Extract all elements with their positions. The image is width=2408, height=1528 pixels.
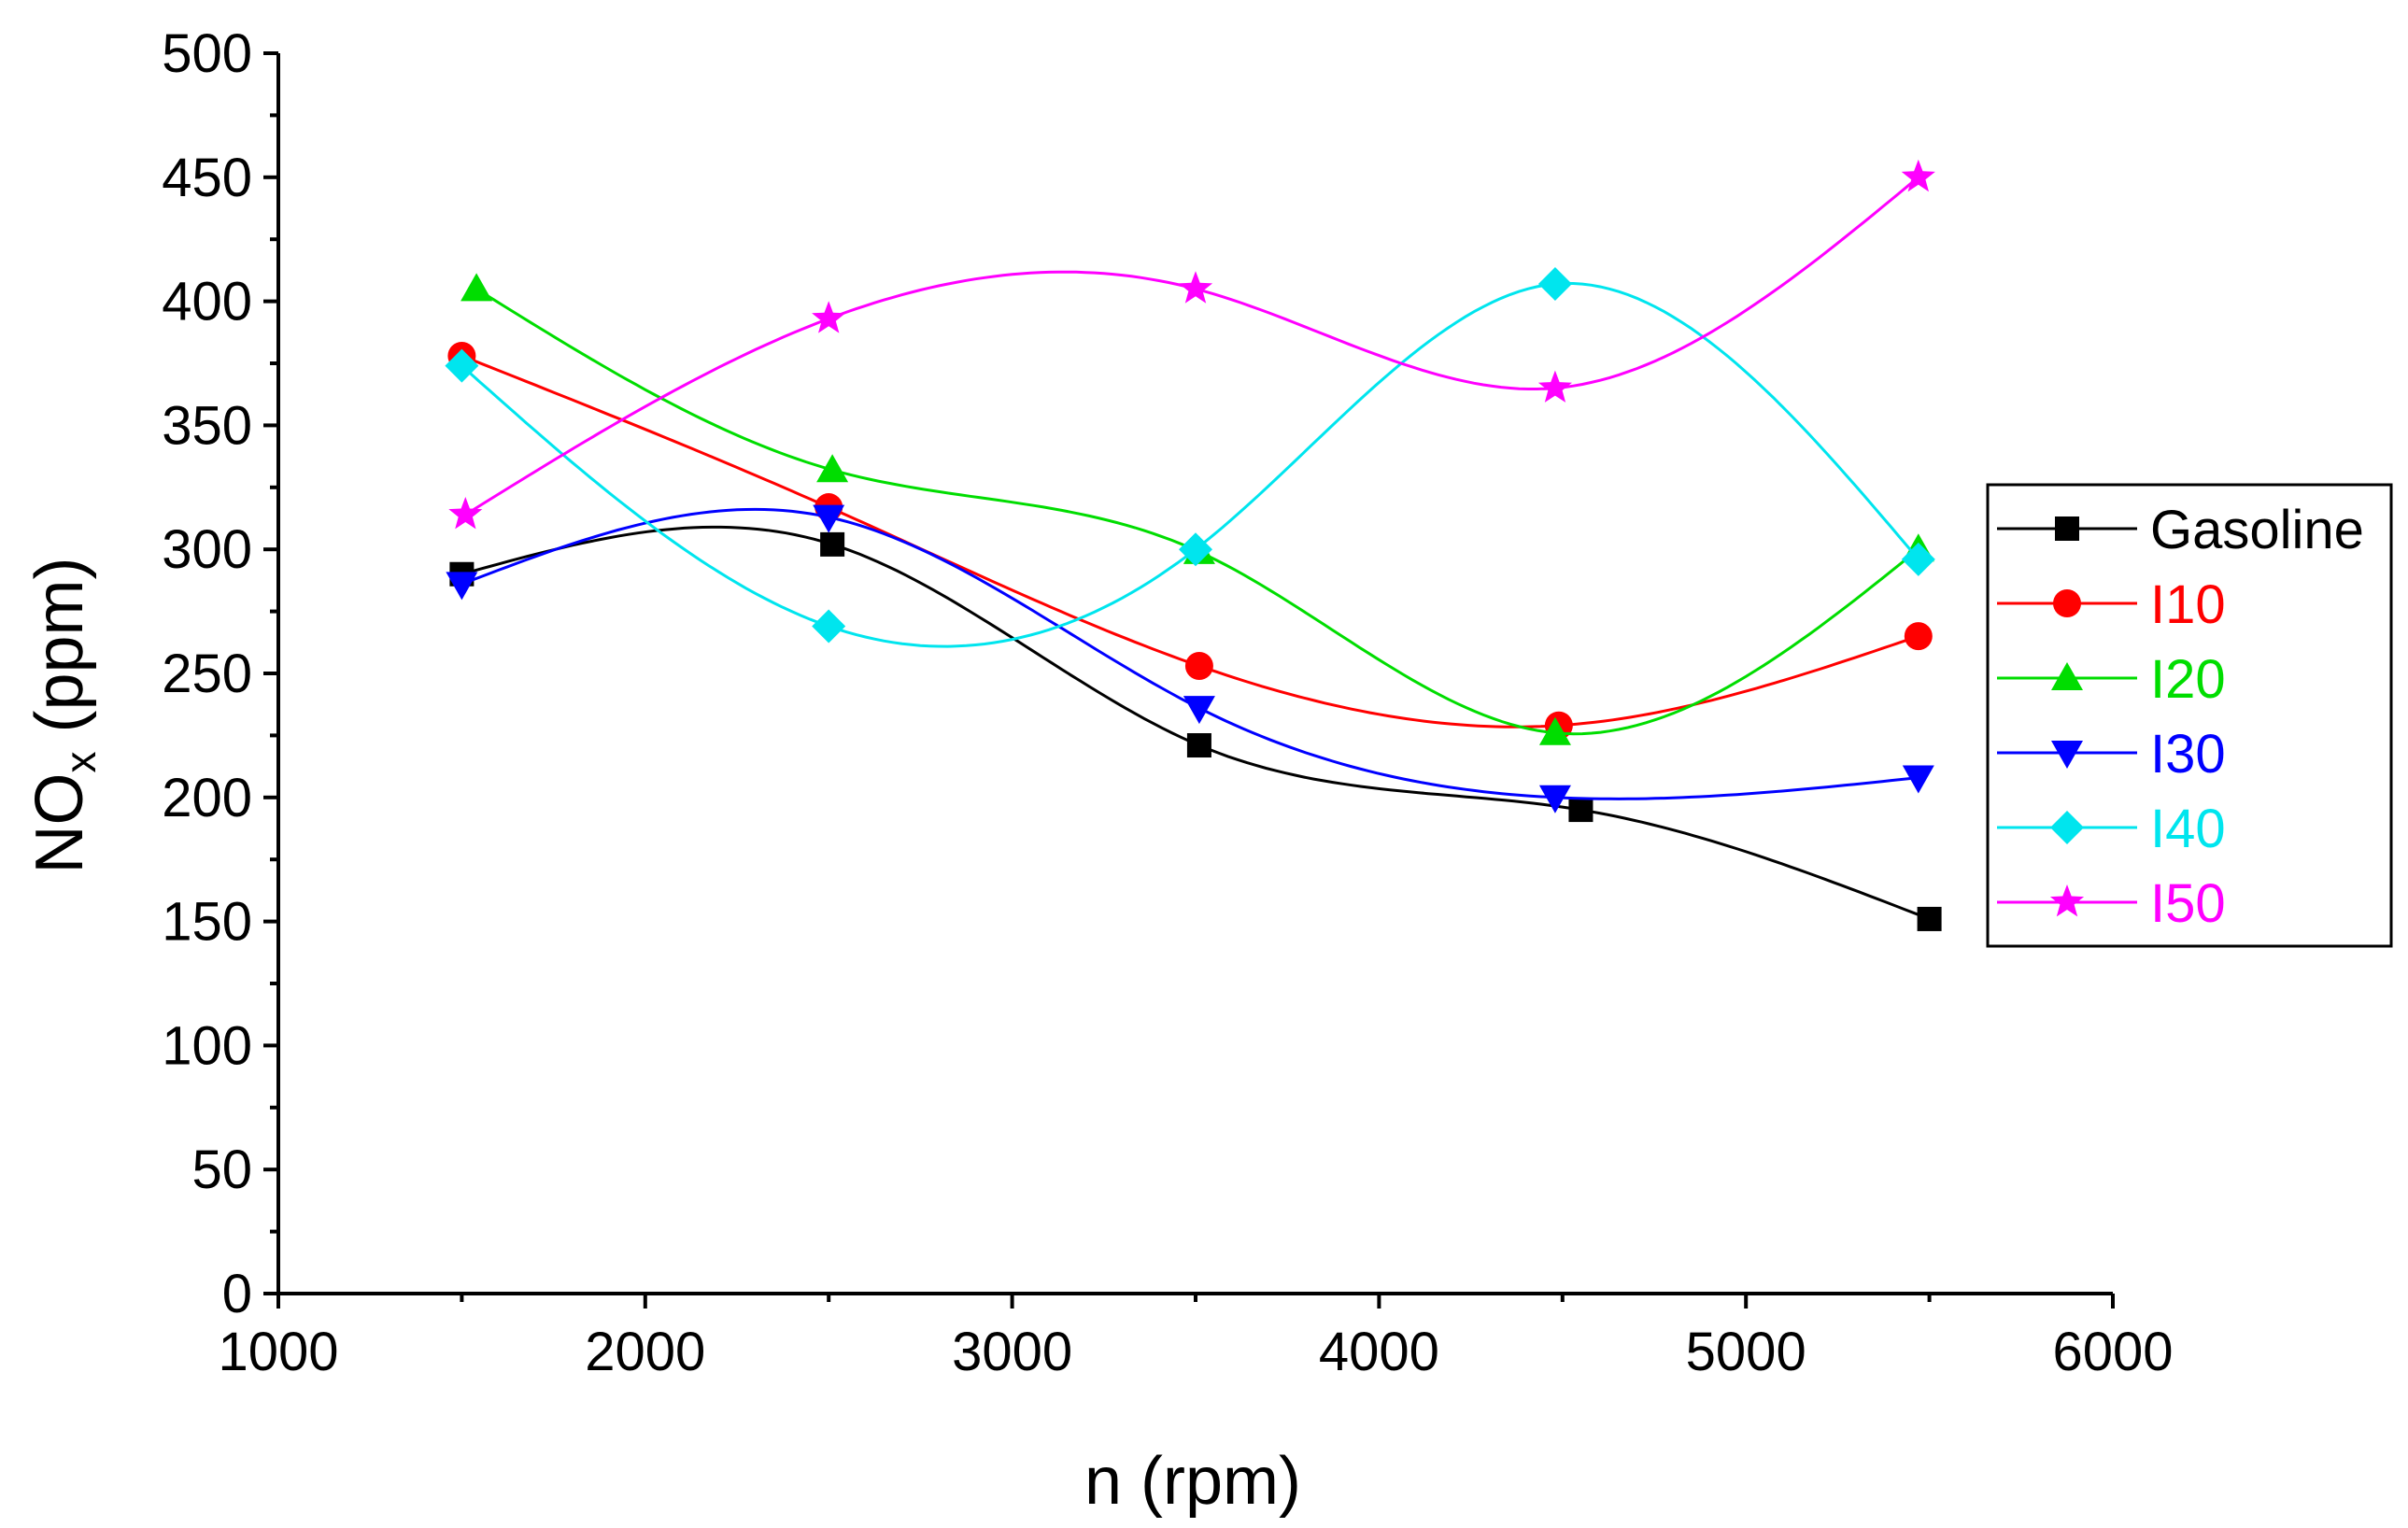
data-point <box>1902 765 1934 794</box>
legend-item-gasoline: Gasoline <box>1997 500 2364 560</box>
data-point <box>1901 159 1935 192</box>
data-point <box>820 531 845 557</box>
series-layer <box>445 159 1942 931</box>
series-i30 <box>446 504 1934 814</box>
data-point <box>816 454 849 483</box>
legend-marker <box>2051 662 2083 690</box>
data-point <box>1568 798 1594 823</box>
y-tick-label: 500 <box>162 23 252 84</box>
data-point <box>813 504 845 533</box>
y-axis-title-units: (ppm) <box>22 557 97 751</box>
legend: Gasoline I10 I20 I30 I40 I50 <box>1986 483 2393 948</box>
data-point <box>445 348 479 383</box>
legend-label: I20 <box>2150 649 2226 710</box>
x-tick-label: 6000 <box>2052 1322 2173 1382</box>
legend-marker <box>2053 589 2081 617</box>
data-point <box>1178 271 1213 304</box>
legend-label: I50 <box>2150 873 2226 934</box>
data-point <box>1179 532 1212 567</box>
legend-item-i20: I20 <box>1997 649 2226 710</box>
x-tick-label: 5000 <box>1686 1322 1806 1382</box>
data-point <box>1538 716 1571 745</box>
legend-label: I40 <box>2150 799 2226 859</box>
y-tick-label: 50 <box>191 1139 252 1200</box>
series-i50 <box>448 159 1935 530</box>
data-point <box>446 572 478 601</box>
legend-box <box>1986 483 2393 948</box>
legend-item-i40: I40 <box>1997 799 2226 859</box>
y-axis-title: NOx (ppm) <box>22 557 105 873</box>
data-point <box>1186 733 1211 758</box>
y-tick-label: 150 <box>162 892 252 953</box>
x-axis-title: n (rpm) <box>1084 1444 1301 1519</box>
y-tick-label: 0 <box>222 1264 252 1324</box>
legend-item-i10: I10 <box>1997 574 2226 635</box>
data-point <box>1184 652 1213 681</box>
data-point <box>1183 696 1215 725</box>
legend-item-i30: I30 <box>1997 724 2226 785</box>
y-tick-label: 350 <box>162 395 252 456</box>
legend-label: I10 <box>2150 574 2226 635</box>
data-point <box>812 301 846 333</box>
legend-item-i50: I50 <box>1997 873 2226 934</box>
data-point <box>1538 785 1571 814</box>
legend-marker <box>2049 884 2085 917</box>
legend-label: Gasoline <box>2150 500 2364 560</box>
y-axis-title-main: NO <box>22 773 97 874</box>
data-point <box>460 273 493 302</box>
axes-layer: 0 50 100 150 200 250 300 350 400 450 500 1000 2000 30… <box>162 23 2173 1382</box>
y-tick-label: 250 <box>162 644 252 704</box>
y-tick-label: 100 <box>162 1015 252 1076</box>
legend-marker <box>2051 741 2083 769</box>
x-tick-label: 3000 <box>952 1322 1072 1382</box>
data-point <box>1904 622 1933 651</box>
data-point <box>1917 906 1942 931</box>
y-tick-label: 400 <box>162 272 252 332</box>
y-tick-label: 200 <box>162 768 252 828</box>
legend-marker <box>2055 516 2079 541</box>
data-point <box>1901 542 1935 576</box>
legend-label: I30 <box>2150 724 2226 785</box>
series-gasoline <box>449 525 1942 931</box>
data-point <box>1537 267 1572 302</box>
series-i40 <box>445 267 1935 648</box>
y-axis-title-subscript: x <box>56 752 105 773</box>
x-tick-label: 4000 <box>1319 1322 1439 1382</box>
y-tick-label: 300 <box>162 519 252 580</box>
x-tick-label: 1000 <box>218 1322 338 1382</box>
data-point <box>812 609 846 644</box>
data-point <box>1537 370 1572 403</box>
x-tick-label: 2000 <box>585 1322 705 1382</box>
data-point <box>448 497 483 530</box>
y-tick-label: 450 <box>162 148 252 208</box>
legend-marker <box>2050 811 2084 844</box>
